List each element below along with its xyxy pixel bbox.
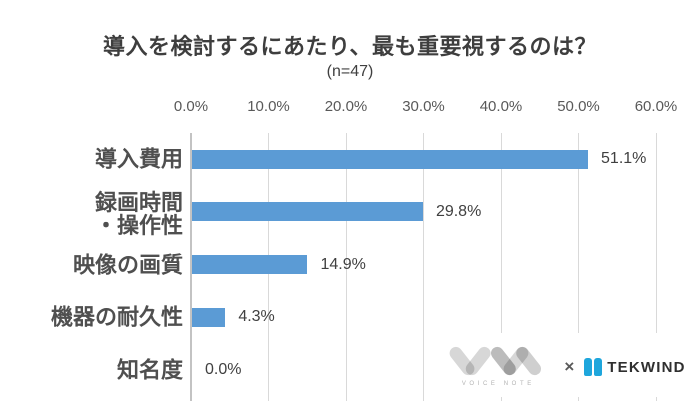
category-axis-line xyxy=(190,133,192,401)
voice-note-logo: VOICE NOTE xyxy=(442,343,554,387)
bar-1 xyxy=(192,149,589,169)
category-label: 導入費用 xyxy=(94,146,183,172)
x-tick-label: 50.0% xyxy=(557,98,600,115)
data-label: 4.3% xyxy=(238,308,275,326)
data-label: 51.1% xyxy=(601,150,647,167)
x-tick-label: 10.0% xyxy=(247,98,290,115)
voice-note-label: VOICE NOTE xyxy=(461,381,535,387)
x-tick-label: 20.0% xyxy=(324,98,368,115)
x-tick-label: 40.0% xyxy=(479,98,523,115)
voice-note-mark xyxy=(449,346,542,376)
gridline xyxy=(423,133,424,401)
data-label: 14.9% xyxy=(320,255,366,273)
gridline xyxy=(500,133,502,401)
bar-3 xyxy=(192,255,308,274)
multiply-icon: × xyxy=(564,357,575,376)
footer-logos: VOICE NOTE × TEKWIND xyxy=(431,333,697,397)
gridline xyxy=(655,133,657,401)
chart-title: 導入を検討するにあたり、最も重要視するのは？ xyxy=(102,34,598,59)
category-label: 機器の耐久性 xyxy=(50,304,183,330)
data-label: 29.8% xyxy=(435,202,482,220)
x-tick-label: 60.0% xyxy=(634,98,678,115)
category-label: 録画時間 ・操作性 xyxy=(94,189,183,238)
bar-4 xyxy=(192,307,226,327)
x-tick-label: 0.0% xyxy=(173,98,209,115)
data-label: 0.0% xyxy=(205,361,242,378)
x-tick-label: 30.0% xyxy=(402,98,445,115)
gridline xyxy=(345,133,347,401)
category-label: 映像の画質 xyxy=(72,252,183,277)
tekwind-label: TEKWIND xyxy=(607,358,686,376)
bar-2 xyxy=(192,202,423,222)
chart-subtitle: (n=47) xyxy=(326,63,374,80)
gridline xyxy=(578,133,579,401)
tekwind-icon xyxy=(584,358,603,376)
category-label: 知名度 xyxy=(116,357,183,383)
tekwind-logo: TEKWIND xyxy=(584,358,685,376)
